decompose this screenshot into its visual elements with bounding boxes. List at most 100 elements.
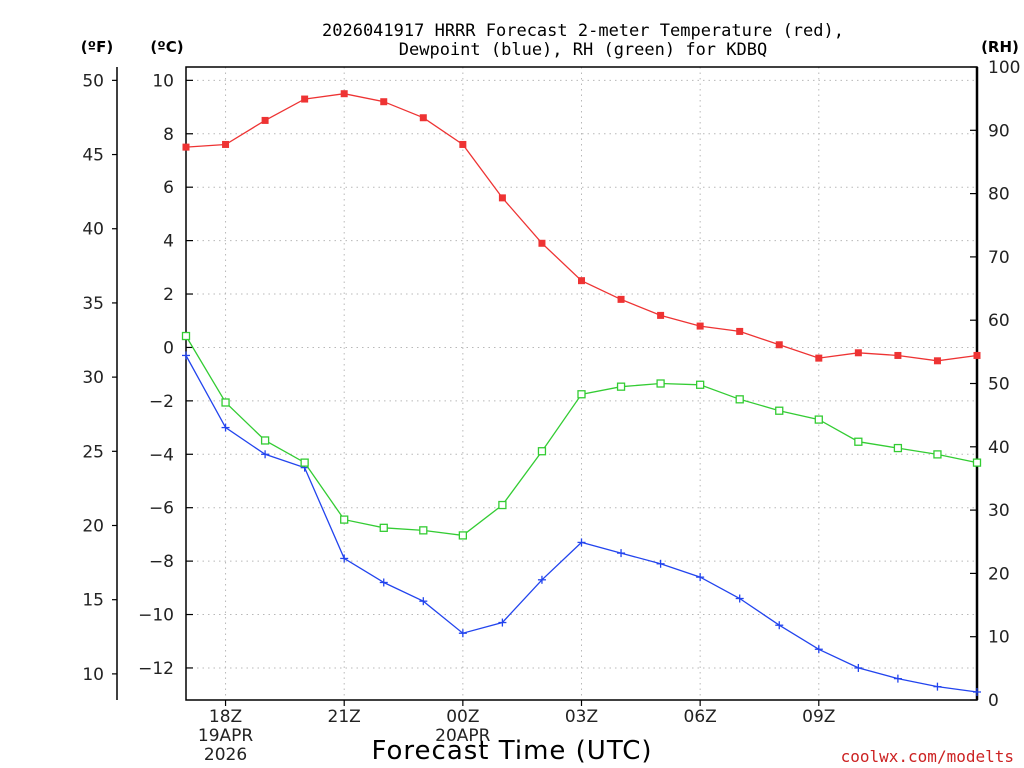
rh-tick-label: 70 xyxy=(988,248,1010,268)
rh-point xyxy=(775,406,784,415)
dewpoint-point xyxy=(577,538,586,547)
rh-point xyxy=(933,450,942,459)
celsius-tick-label: −2 xyxy=(149,392,174,412)
dewpoint-point xyxy=(537,575,546,584)
rh-point xyxy=(854,437,863,446)
rh-point xyxy=(300,458,309,467)
temperature-point xyxy=(775,341,783,349)
grid-lines xyxy=(186,67,977,700)
rh-tick-label: 40 xyxy=(988,438,1010,458)
temperature-point xyxy=(736,327,744,335)
dewpoint-point xyxy=(379,578,388,587)
rh-point xyxy=(814,415,823,424)
celsius-tick-label: 6 xyxy=(163,178,174,198)
rh-point xyxy=(260,436,270,445)
rh-point xyxy=(735,395,744,404)
temperature-point xyxy=(301,95,309,103)
dewpoint-point xyxy=(973,687,981,696)
chart-title-line-2: Dewpoint (blue), RH (green) for KDBQ xyxy=(399,40,767,60)
x-tick-label: 03Z xyxy=(565,707,598,727)
rh-point xyxy=(458,531,468,540)
temperature-point xyxy=(696,322,704,330)
fahrenheit-tick-label: 50 xyxy=(82,71,104,91)
rh-tick-label: 80 xyxy=(988,185,1010,205)
rh-unit-label: (RH) xyxy=(981,38,1019,56)
data-series xyxy=(181,90,982,696)
temperature-point xyxy=(498,194,506,202)
rh-point xyxy=(537,447,547,456)
rh-point xyxy=(616,382,626,391)
temperature-point xyxy=(538,239,546,247)
dewpoint-point xyxy=(617,549,626,558)
dewpoint-point xyxy=(814,645,823,654)
x-tick-label: 2026 xyxy=(204,745,247,765)
fahrenheit-tick-label: 35 xyxy=(82,294,104,314)
celsius-tick-label: −6 xyxy=(149,499,174,519)
celsius-tick-label: 2 xyxy=(163,285,174,305)
fahrenheit-tick-label: 40 xyxy=(82,220,104,240)
dewpoint-point xyxy=(735,594,744,603)
dewpoint-point xyxy=(893,674,902,683)
celsius-tick-label: −12 xyxy=(138,659,174,679)
dewpoint-point xyxy=(933,682,942,691)
rh-point xyxy=(656,379,665,388)
x-tick-label: 18Z xyxy=(209,707,242,727)
chart-title-line-1: 2026041917 HRRR Forecast 2-meter Tempera… xyxy=(322,21,844,41)
dewpoint-point xyxy=(221,423,230,432)
temperature-point xyxy=(182,143,190,151)
rh-tick-label: 50 xyxy=(988,375,1010,395)
celsius-tick-label: −10 xyxy=(138,606,174,626)
x-axis-label: Forecast Time (UTC) xyxy=(371,736,652,766)
temperature-point xyxy=(459,140,467,148)
dewpoint-point xyxy=(854,663,863,672)
rh-point xyxy=(696,380,705,389)
rh-point xyxy=(221,398,230,407)
celsius-unit-label: (ºC) xyxy=(150,38,183,56)
dewpoint-point xyxy=(775,621,784,630)
dewpoint-point xyxy=(419,597,428,606)
dewpoint-point xyxy=(498,618,507,627)
rh-tick-label: 20 xyxy=(988,564,1010,584)
dewpoint-point xyxy=(696,573,705,582)
x-tick-label: 20APR xyxy=(435,726,491,746)
x-tick-label: 21Z xyxy=(328,707,361,727)
rh-tick-label: 0 xyxy=(988,691,999,711)
celsius-tick-label: 0 xyxy=(163,338,174,358)
temperature-point xyxy=(617,295,625,303)
fahrenheit-tick-label: 45 xyxy=(82,146,104,166)
rh-point xyxy=(181,331,191,341)
temperature-point xyxy=(815,354,823,362)
x-tick-label: 00Z xyxy=(446,707,479,727)
temperature-point xyxy=(222,140,230,148)
rh-point xyxy=(419,526,428,535)
fahrenheit-tick-label: 15 xyxy=(82,591,104,611)
dewpoint-point xyxy=(458,629,467,638)
celsius-tick-label: 10 xyxy=(152,71,174,91)
rh-point xyxy=(498,500,507,510)
rh-tick-label: 10 xyxy=(988,628,1010,648)
fahrenheit-tick-label: 30 xyxy=(82,368,104,388)
temperature-point xyxy=(854,349,862,357)
rh-point xyxy=(379,523,388,532)
rh-tick-label: 90 xyxy=(988,121,1010,141)
temperature-point xyxy=(419,114,427,122)
rh-point xyxy=(340,515,349,524)
temperature-point xyxy=(894,351,902,359)
x-tick-label: 06Z xyxy=(684,707,717,727)
dewpoint-point xyxy=(182,351,190,360)
fahrenheit-unit-label: (ºF) xyxy=(81,38,113,56)
dewpoint-point xyxy=(340,554,349,563)
temperature-point xyxy=(380,98,388,106)
x-tick-label: 19APR xyxy=(198,726,254,746)
rh-tick-label: 100 xyxy=(988,58,1020,78)
rh-point xyxy=(972,458,982,467)
fahrenheit-tick-label: 25 xyxy=(82,442,104,462)
temperature-point xyxy=(657,311,665,319)
celsius-tick-label: −4 xyxy=(149,445,174,465)
fahrenheit-tick-label: 20 xyxy=(82,517,104,537)
celsius-tick-label: −8 xyxy=(149,552,174,572)
temperature-point xyxy=(261,116,269,124)
temperature-point xyxy=(340,90,348,98)
